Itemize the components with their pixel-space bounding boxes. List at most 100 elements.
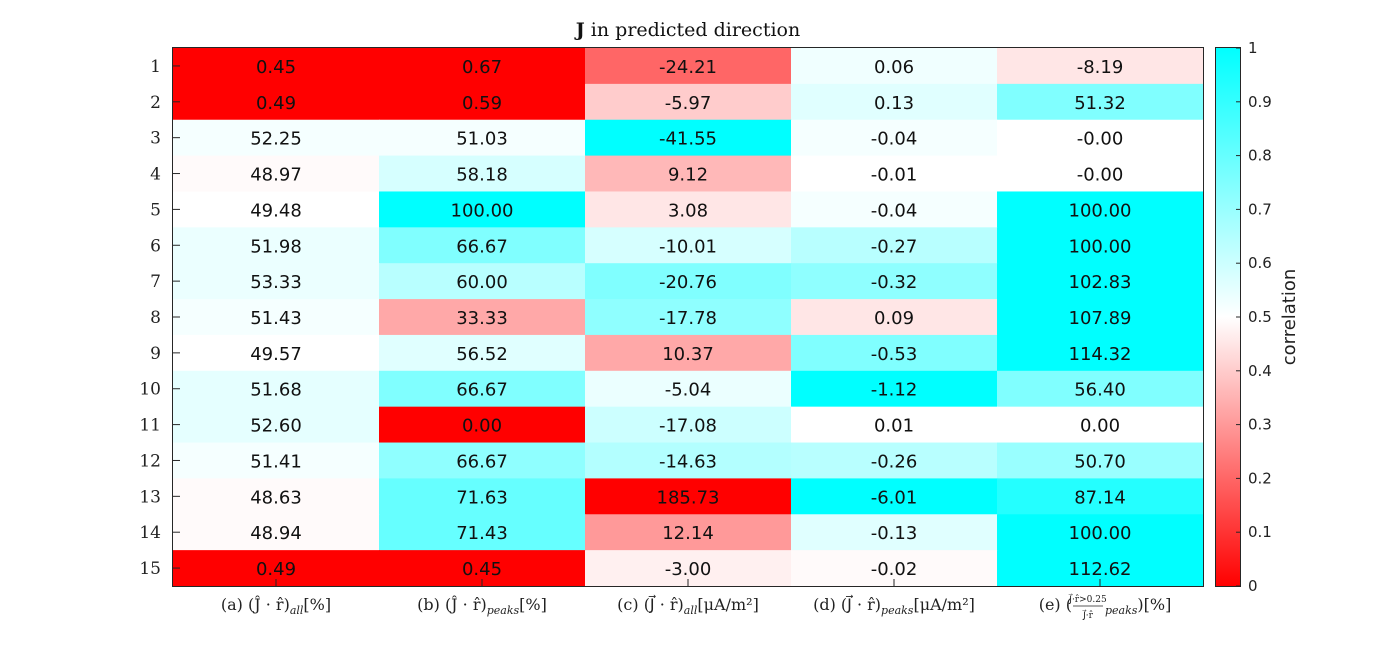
heatmap-cell: [379, 119, 586, 157]
cell-value-label: 60.00: [456, 272, 508, 293]
heatmap-cell: [585, 514, 792, 551]
cell-value-label: 49.57: [250, 344, 302, 365]
cell-value-label: 58.18: [456, 165, 508, 186]
heatmap-cell-values: 0.45 0.67 -24.21 0.06 -8.19 0.49 0.59 -5.97 0.13…: [250, 57, 1131, 580]
cell-value-label: 53.33: [250, 272, 302, 293]
heatmap-cell: [997, 370, 1204, 408]
cell-value-label: 48.63: [250, 487, 302, 508]
cell-value-label: 51.43: [250, 308, 302, 329]
heatmap-cell: [791, 478, 998, 515]
heatmap-cell: [997, 299, 1204, 336]
heatmap-cell: [791, 406, 998, 444]
row-tick-label: 3: [150, 129, 161, 149]
colorbar-ticks: 0 0.1 0.2 0.3 0.4 0.5 0.6 0.7 0.8 0.9 1: [1236, 39, 1272, 595]
cell-value-label: -0.00: [1077, 165, 1124, 186]
cell-value-label: 0.01: [874, 416, 914, 437]
heatmap-cell: [379, 478, 586, 515]
cell-value-label: 102.83: [1069, 272, 1132, 293]
row-tick-label: 9: [150, 344, 161, 364]
cell-value-label: -24.21: [659, 57, 717, 78]
heatmap-cell: [379, 191, 586, 228]
heatmap-cell: [997, 442, 1204, 479]
heatmap-cell: [791, 299, 998, 336]
cell-value-label: 0.06: [874, 57, 914, 78]
heatmap-cell: [585, 442, 792, 479]
cell-value-label: 48.94: [250, 523, 302, 544]
cell-value-label: 52.60: [250, 416, 302, 437]
cell-value-label: 0.45: [256, 57, 296, 78]
heatmap-cell: [791, 514, 998, 551]
cell-value-label: 52.25: [250, 129, 302, 150]
heatmap-cell: [379, 334, 586, 372]
heatmap-cell: [585, 227, 792, 264]
heatmap-cell: [997, 478, 1204, 515]
heatmap-cell: [585, 119, 792, 157]
heatmap-cells: [173, 48, 1204, 587]
heatmap-cell: [997, 263, 1204, 300]
cell-value-label: 100.00: [451, 200, 514, 221]
cell-value-label: 10.37: [662, 344, 714, 365]
cell-value-label: 185.73: [657, 487, 720, 508]
row-tick-label: 6: [150, 236, 161, 256]
cell-value-label: -1.12: [871, 380, 918, 401]
cell-value-label: 100.00: [1069, 200, 1132, 221]
column-tick-label: (a) (Ĵ · r̂)all[%]: [221, 595, 331, 617]
heatmap-cell: [379, 406, 586, 444]
heatmap-cell: [379, 83, 586, 121]
row-tick-label: 12: [139, 451, 161, 471]
cell-value-label: 51.03: [456, 129, 508, 150]
cell-value-label: 50.70: [1074, 451, 1126, 472]
heatmap-cell: [997, 514, 1204, 551]
cell-value-label: 0.67: [462, 57, 502, 78]
colorbar-tick-label: 0.7: [1248, 200, 1272, 218]
cell-value-label: 51.98: [250, 236, 302, 257]
cell-value-label: 0.00: [1080, 416, 1120, 437]
cell-value-label: 33.33: [456, 308, 508, 329]
heatmap-cell: [585, 191, 792, 228]
heatmap-cell: [997, 119, 1204, 157]
cell-value-label: -0.26: [871, 451, 918, 472]
cell-value-label: -5.04: [665, 380, 712, 401]
chart-title-rest: in predicted direction: [585, 19, 800, 41]
heatmap-cell: [997, 48, 1204, 85]
cell-value-label: 100.00: [1069, 236, 1132, 257]
cell-value-label: -0.04: [871, 200, 918, 221]
colorbar-tick-label: 0.5: [1248, 308, 1272, 326]
cell-value-label: 49.48: [250, 200, 302, 221]
heatmap-cell: [379, 299, 586, 336]
cell-value-label: 51.32: [1074, 93, 1126, 114]
cell-value-label: 0.49: [256, 93, 296, 114]
cell-value-label: 56.52: [456, 344, 508, 365]
cell-value-label: 9.12: [668, 165, 708, 186]
heatmap-cell: [791, 263, 998, 300]
heatmap-cell: [997, 334, 1204, 372]
cell-value-label: 66.67: [456, 380, 508, 401]
heatmap-cell: [585, 48, 792, 85]
cell-value-label: -3.00: [665, 559, 712, 580]
cell-value-label: 51.41: [250, 451, 302, 472]
column-label-fraction-denominator: J⃗·r̂: [1082, 609, 1094, 621]
heatmap-cell: [791, 191, 998, 228]
heatmap-cell: [379, 155, 586, 193]
heatmap-cell: [997, 227, 1204, 264]
cell-value-label: -0.02: [871, 559, 918, 580]
cell-value-label: -0.13: [871, 523, 918, 544]
heatmap-cell: [379, 263, 586, 300]
colorbar-tick-label: 1: [1248, 39, 1258, 57]
row-tick-label: 2: [150, 93, 161, 113]
heatmap-cell: [173, 263, 380, 300]
cell-value-label: -0.27: [871, 236, 918, 257]
cell-value-label: -17.78: [659, 308, 717, 329]
colorbar-label: correlation: [1279, 269, 1300, 366]
heatmap-cell: [585, 406, 792, 444]
row-tick-label: 7: [150, 272, 161, 292]
column-label-fraction-numerator: J⃗·r̂>0.25: [1068, 593, 1107, 605]
heatmap-cell: [585, 370, 792, 408]
row-tick-label: 13: [139, 487, 161, 507]
cell-value-label: -6.01: [871, 487, 918, 508]
row-tick-label: 15: [139, 559, 161, 579]
cell-value-label: -20.76: [659, 272, 717, 293]
column-tick-labels: (a) (Ĵ · r̂)all[%] (b) (Ĵ · r̂)peaks[%] (c…: [221, 579, 1171, 621]
